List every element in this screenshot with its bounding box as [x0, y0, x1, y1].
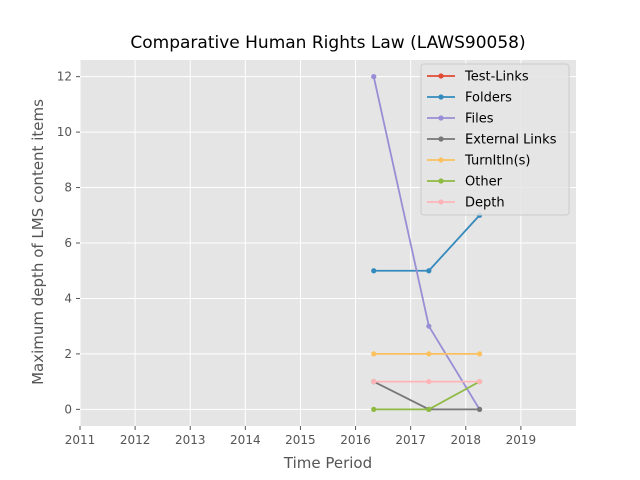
- legend-item: External Links: [427, 133, 557, 148]
- data-point-folders: [371, 268, 377, 274]
- x-tick-label: 2017: [395, 433, 426, 447]
- legend-label: TurnItIn(s): [464, 154, 530, 169]
- y-tick-label: 4: [64, 291, 72, 305]
- series-turnitin-s: [371, 351, 483, 357]
- data-point-turnitin-s: [371, 351, 377, 357]
- x-axis-label: Time Period: [283, 454, 372, 472]
- legend-item: Other: [427, 175, 503, 190]
- data-point-depth: [426, 379, 432, 385]
- axis-ticks: 2011 2012 2013 2014 2015 2016 2017 2018 2019 0 2 4 6…: [57, 70, 536, 447]
- x-tick-label: 2018: [451, 433, 482, 447]
- data-point-turnitin-s: [426, 351, 432, 357]
- legend-label: Test-Links: [464, 70, 529, 85]
- x-tick-label: 2014: [230, 433, 261, 447]
- y-tick-label: 0: [64, 402, 72, 416]
- legend-label: External Links: [465, 133, 557, 148]
- series-depth: [371, 379, 483, 385]
- legend-item: Files: [427, 112, 494, 127]
- legend-label: Other: [465, 175, 503, 190]
- legend-label: Files: [465, 112, 494, 127]
- x-tick-label: 2016: [340, 433, 371, 447]
- data-point-folders: [426, 268, 432, 274]
- legend-swatch-marker: [438, 136, 444, 142]
- x-tick-label: 2012: [120, 433, 151, 447]
- data-point-files: [371, 74, 377, 80]
- data-point-other: [371, 406, 377, 412]
- data-point-depth: [371, 379, 377, 385]
- y-tick-label: 6: [64, 236, 72, 250]
- x-tick-label: 2015: [285, 433, 316, 447]
- y-tick-label: 8: [64, 181, 72, 195]
- legend-label: Folders: [465, 91, 512, 106]
- legend-swatch-marker: [438, 73, 444, 79]
- legend-item: TurnItIn(s): [427, 154, 530, 169]
- y-tick-label: 10: [57, 125, 72, 139]
- y-tick-label: 12: [57, 70, 72, 84]
- legend-swatch-marker: [438, 199, 444, 205]
- x-tick-label: 2019: [506, 433, 537, 447]
- legend-swatch-marker: [438, 94, 444, 100]
- legend: Test-Links Folders Files External Links Turn…: [420, 63, 570, 216]
- legend-swatch-marker: [438, 178, 444, 184]
- data-point-files: [426, 323, 432, 329]
- legend-item: Test-Links: [427, 70, 529, 85]
- data-point-external-links: [476, 406, 483, 412]
- legend-box: [420, 63, 570, 216]
- legend-item: Depth: [427, 196, 505, 211]
- x-tick-label: 2013: [175, 433, 206, 447]
- data-point-depth: [476, 379, 483, 385]
- legend-swatch-marker: [438, 157, 444, 163]
- data-point-turnitin-s: [476, 351, 483, 357]
- legend-label: Depth: [465, 196, 505, 211]
- chart-title: Comparative Human Rights Law (LAWS90058): [130, 33, 525, 53]
- y-tick-label: 2: [64, 347, 72, 361]
- legend-swatch-marker: [438, 115, 444, 121]
- legend-item: Folders: [427, 91, 512, 106]
- x-tick-label: 2011: [65, 433, 96, 447]
- data-point-other: [426, 406, 432, 412]
- y-axis-label: Maximum depth of LMS content items: [29, 99, 47, 385]
